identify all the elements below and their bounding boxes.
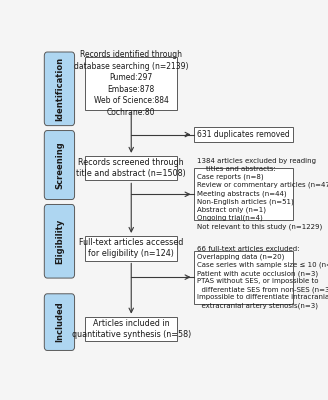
FancyBboxPatch shape xyxy=(44,294,74,350)
Text: Eligibility: Eligibility xyxy=(55,219,64,264)
Text: Records screened through
title and abstract (n=1508): Records screened through title and abstr… xyxy=(76,158,186,178)
FancyBboxPatch shape xyxy=(86,156,177,180)
FancyBboxPatch shape xyxy=(194,127,293,142)
Text: Identification: Identification xyxy=(55,57,64,121)
FancyBboxPatch shape xyxy=(44,204,74,278)
FancyBboxPatch shape xyxy=(44,52,74,126)
FancyBboxPatch shape xyxy=(44,130,74,200)
Text: 631 duplicates removed: 631 duplicates removed xyxy=(197,130,290,139)
Text: 66 full-text articles excluded:
Overlapping data (n=20)
Case series with sample : 66 full-text articles excluded: Overlapp… xyxy=(196,246,328,308)
FancyBboxPatch shape xyxy=(194,168,293,220)
Text: Screening: Screening xyxy=(55,141,64,189)
Text: Records identified through
database searching (n=2139)
Pumed:297
Embase:878
Web : Records identified through database sear… xyxy=(74,50,189,116)
FancyBboxPatch shape xyxy=(86,316,177,341)
FancyBboxPatch shape xyxy=(86,57,177,110)
Text: Articles included in
quantitative synthesis (n=58): Articles included in quantitative synthe… xyxy=(72,319,191,339)
FancyBboxPatch shape xyxy=(86,236,177,260)
Text: Included: Included xyxy=(55,302,64,342)
Text: 1384 articles excluded by reading
    titles and abstracts:
Case reports (n=8)
R: 1384 articles excluded by reading titles… xyxy=(196,158,328,230)
Text: Full-text articles accessed
for eligibility (n=124): Full-text articles accessed for eligibil… xyxy=(79,238,183,258)
FancyBboxPatch shape xyxy=(194,251,293,304)
